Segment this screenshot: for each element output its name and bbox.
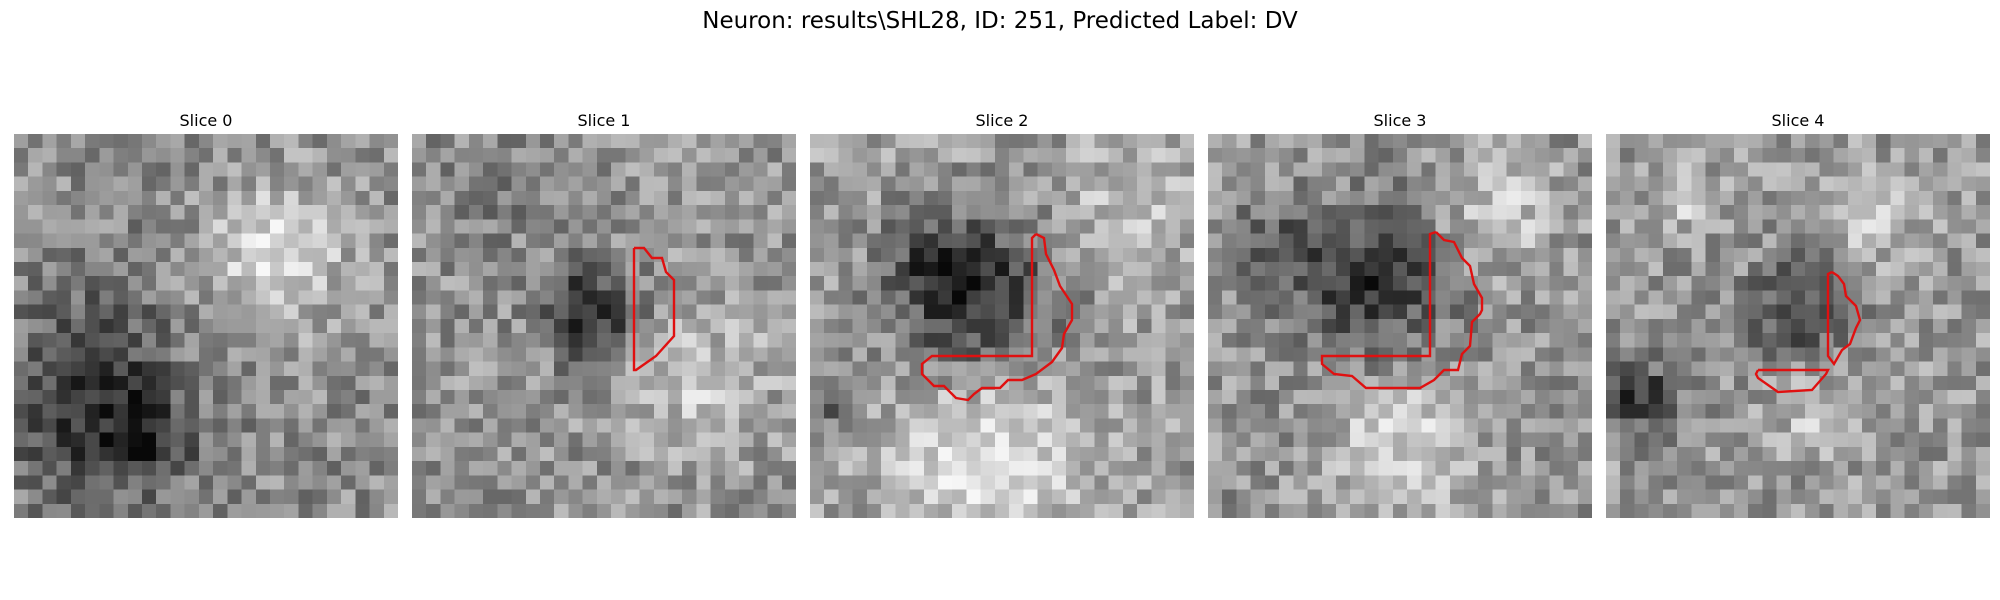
roi-contour-2 [920,232,1074,402]
slice-panel-0: Slice 0 [14,108,398,518]
slice-image-0 [14,134,398,518]
slice-title-0: Slice 0 [179,111,233,130]
slice-title-4: Slice 4 [1771,111,1825,130]
slice-pixels-2 [810,134,1194,518]
slice-image-3 [1208,134,1592,518]
slice-panel-2: Slice 2 [810,108,1194,518]
roi-contour-4 [1754,270,1862,394]
slice-pixels-3 [1208,134,1592,518]
figure-title: Neuron: results\SHL28, ID: 251, Predicte… [702,8,1298,34]
slice-panel-3: Slice 3 [1208,108,1592,518]
slice-pixels-1 [412,134,796,518]
slice-title-3: Slice 3 [1373,111,1427,130]
slice-image-4 [1606,134,1990,518]
slice-panel-1: Slice 1 [412,108,796,518]
slice-image-2 [810,134,1194,518]
slice-panel-4: Slice 4 [1606,108,1990,518]
slice-title-1: Slice 1 [577,111,631,130]
roi-contour-1 [632,246,676,372]
slice-image-1 [412,134,796,518]
slice-pixels-4 [1606,134,1990,518]
slice-title-2: Slice 2 [975,111,1029,130]
roi-contour-3 [1320,230,1484,390]
slice-pixels-0 [14,134,398,518]
